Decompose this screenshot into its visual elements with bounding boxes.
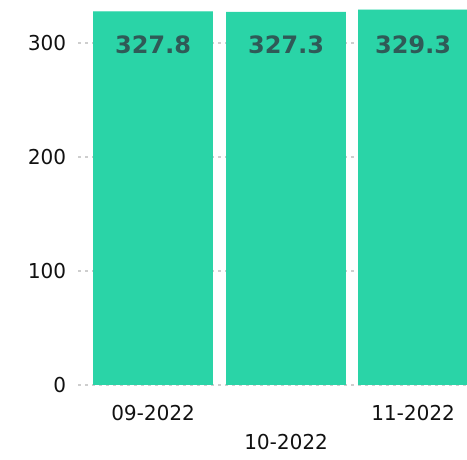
data-label-09-2022: 327.8 (115, 31, 191, 59)
x-axis-ticks: 09-2022 10-2022 11-2022 (111, 401, 455, 454)
x-tick-label-11-2022: 11-2022 (371, 401, 455, 425)
bar-09-2022 (93, 11, 213, 385)
x-tick-label-09-2022: 09-2022 (111, 401, 195, 425)
bars (93, 9, 467, 386)
y-axis-ticks: 0 100 200 300 (28, 31, 66, 397)
bar-11-2022 (358, 9, 467, 386)
y-tick-label-0: 0 (53, 373, 66, 397)
data-label-11-2022: 329.3 (375, 31, 451, 59)
y-tick-label-200: 200 (28, 145, 66, 169)
x-tick-label-10-2022: 10-2022 (244, 430, 328, 454)
bar-10-2022 (226, 11, 346, 386)
data-labels: 327.8 327.3 329.3 (115, 31, 451, 59)
y-tick-label-300: 300 (28, 31, 66, 55)
y-tick-label-100: 100 (28, 259, 66, 283)
data-label-10-2022: 327.3 (248, 31, 324, 59)
